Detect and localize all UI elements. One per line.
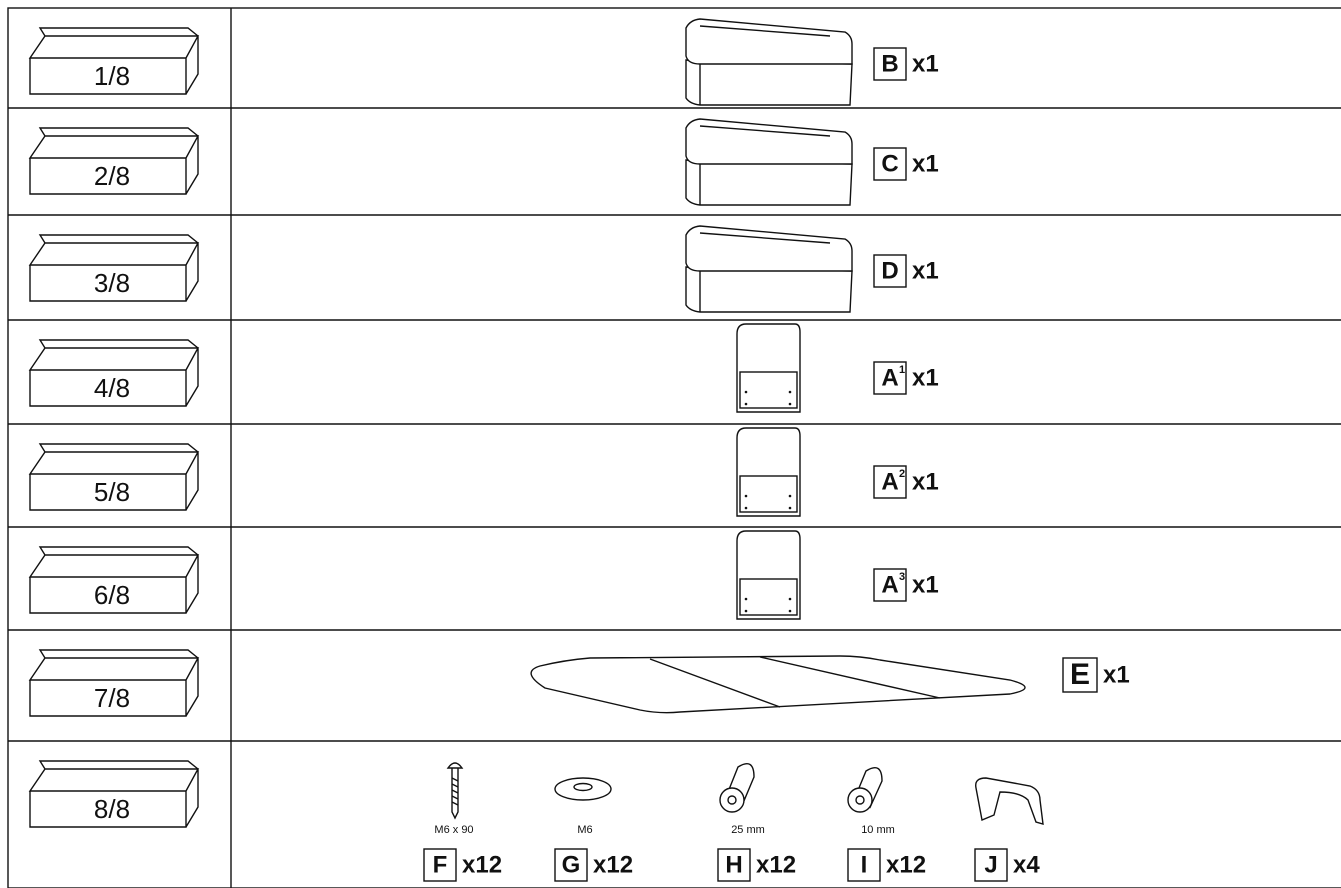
box-number: 7/8: [94, 683, 130, 713]
part-letter: J: [984, 851, 997, 878]
part-size: 25 mm: [731, 824, 765, 836]
part-letter-box: [974, 848, 1008, 882]
part-letter: B: [881, 50, 898, 77]
backrest-hole: [744, 506, 748, 510]
spacer-hole: [855, 795, 865, 805]
backrest-illustration: [739, 371, 798, 409]
part-quantity: x1: [912, 571, 939, 598]
part-quantity: x12: [886, 851, 926, 878]
cushion-illustration: [685, 266, 853, 313]
part-quantity: x1: [1103, 661, 1130, 688]
table-border: [7, 7, 1341, 888]
backrest-hole: [788, 506, 792, 510]
box-number: 2/8: [94, 161, 130, 191]
part-letter-box: [847, 848, 881, 882]
washer-illustration: [554, 777, 612, 801]
box-icon: [28, 546, 200, 614]
tabletop-illustration: [649, 656, 941, 708]
part-letter-box: [873, 47, 907, 81]
part-letter-box: [717, 848, 751, 882]
part-superscript: 1: [899, 364, 905, 376]
part-letter: A: [881, 364, 898, 391]
screw-illustration: [446, 762, 464, 820]
backrest-illustration: [736, 530, 801, 620]
box-icon: [28, 127, 200, 195]
part-quantity: x1: [912, 364, 939, 391]
part-letter: C: [881, 150, 898, 177]
box-icon: [28, 760, 200, 828]
part-quantity: x12: [593, 851, 633, 878]
spacer-hole: [727, 795, 737, 805]
part-quantity: x4: [1013, 851, 1040, 878]
part-letter: H: [725, 851, 742, 878]
part-letter: E: [1070, 658, 1090, 691]
box-number: 5/8: [94, 477, 130, 507]
part-letter: A: [881, 468, 898, 495]
part-superscript: 2: [899, 468, 905, 480]
part-quantity: x1: [912, 257, 939, 284]
backrest-hole: [744, 494, 748, 498]
backrest-hole: [788, 390, 792, 394]
cushion-illustration: [699, 25, 831, 105]
part-quantity: x1: [912, 50, 939, 77]
part-letter-box: [873, 361, 907, 395]
backrest-illustration: [739, 578, 798, 616]
cushion-illustration: [699, 232, 831, 312]
clip-illustration: [975, 777, 1044, 825]
box-icon: [28, 234, 200, 302]
backrest-hole: [744, 390, 748, 394]
box-number: 3/8: [94, 268, 130, 298]
backrest-hole: [788, 597, 792, 601]
cushion-illustration: [685, 18, 853, 65]
backrest-hole: [788, 494, 792, 498]
box-number: 4/8: [94, 373, 130, 403]
box-icon: [28, 649, 200, 717]
backrest-illustration: [739, 475, 798, 513]
part-quantity: x12: [462, 851, 502, 878]
screw-thread: [451, 777, 459, 806]
backrest-illustration: [736, 323, 801, 413]
part-letter: F: [433, 851, 448, 878]
backrest-hole: [788, 402, 792, 406]
part-superscript: 3: [899, 571, 905, 583]
part-letter-box: [873, 147, 907, 181]
backrest-illustration: [736, 427, 801, 517]
part-quantity: x1: [912, 468, 939, 495]
cushion-illustration: [685, 159, 853, 206]
backrest-hole: [744, 597, 748, 601]
part-letter: A: [881, 571, 898, 598]
part-size: M6: [577, 824, 592, 836]
part-letter-box: [423, 848, 457, 882]
part-letter: I: [861, 851, 868, 878]
box-number: 8/8: [94, 794, 130, 824]
part-letter-box: [554, 848, 588, 882]
box-icon: [28, 27, 200, 95]
part-letter-box: [873, 254, 907, 288]
backrest-hole: [788, 609, 792, 613]
cushion-illustration: [685, 59, 853, 106]
spacer-end: [719, 787, 745, 813]
part-size: 10 mm: [861, 824, 895, 836]
box-icon: [28, 443, 200, 511]
part-letter: D: [881, 257, 898, 284]
box-icon: [28, 339, 200, 407]
part-letter-box: [873, 465, 907, 499]
part-quantity: x1: [912, 150, 939, 177]
part-size: M6 x 90: [434, 824, 473, 836]
box-number: 6/8: [94, 580, 130, 610]
cushion-illustration: [685, 118, 853, 165]
washer-hole: [573, 782, 593, 792]
spacer-end: [847, 787, 873, 813]
part-letter: G: [562, 851, 581, 878]
backrest-hole: [744, 609, 748, 613]
backrest-hole: [744, 402, 748, 406]
box-number: 1/8: [94, 61, 130, 91]
part-quantity: x12: [756, 851, 796, 878]
part-letter-box: [1062, 657, 1098, 693]
cushion-illustration: [685, 225, 853, 272]
cushion-illustration: [699, 125, 831, 205]
tabletop-illustration: [530, 655, 1026, 714]
part-letter-box: [873, 568, 907, 602]
